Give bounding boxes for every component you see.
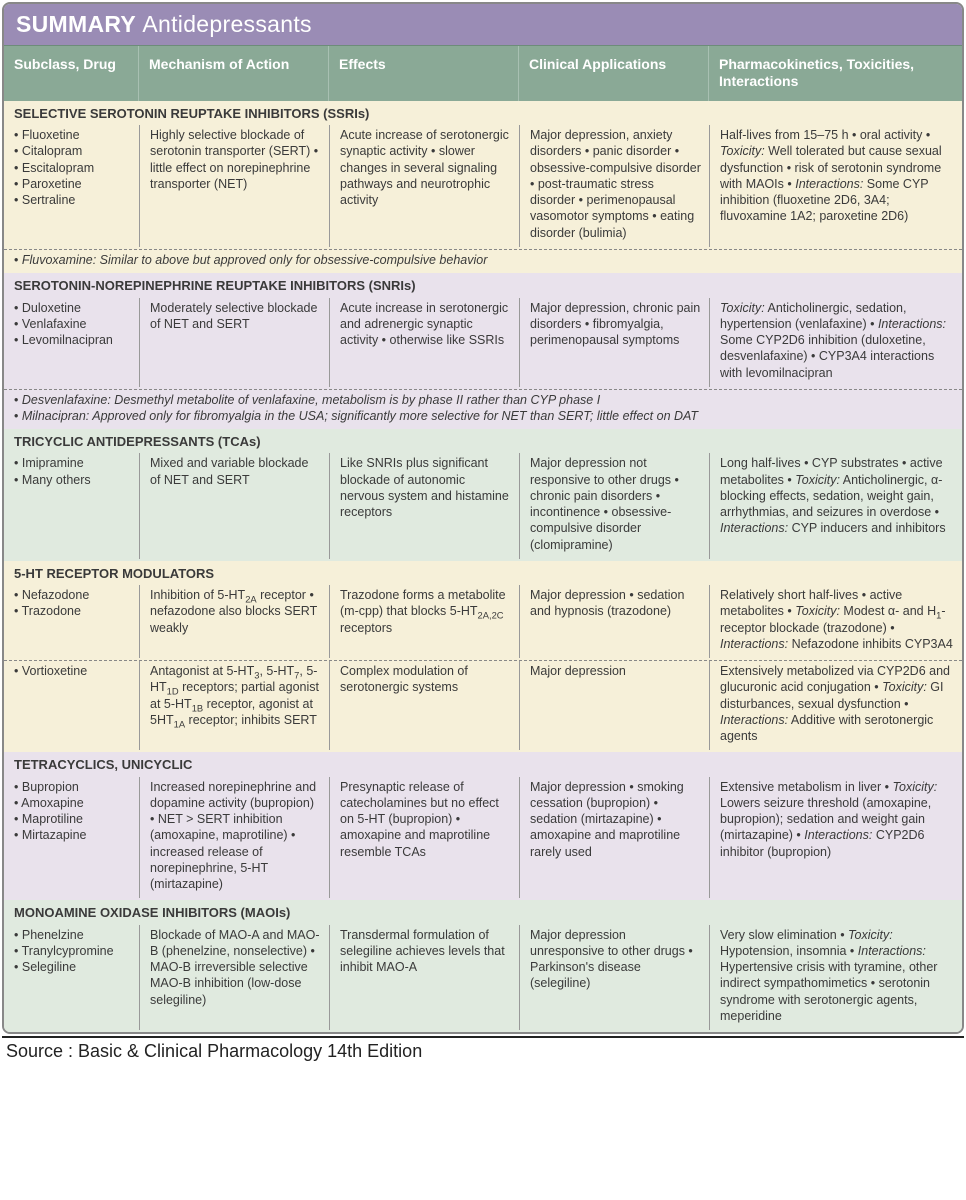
drug-class-section: 5-HT RECEPTOR MODULATORSNefazodoneTrazod… [4,561,962,753]
drug-list-cell: FluoxetineCitalopramEscitalopramParoxeti… [4,125,139,247]
mechanism-cell: Increased norepinephrine and dopamine ac… [139,777,329,899]
pk-cell: Half-lives from 15–75 h • oral activity … [709,125,962,247]
effects-cell: Presynaptic release of catecholamines bu… [329,777,519,899]
drug-class-section: TRICYCLIC ANTIDEPRESSANTS (TCAs)Imiprami… [4,429,962,561]
pk-cell: Very slow elimination • Toxicity: Hypote… [709,925,962,1031]
sections-container: SELECTIVE SEROTONIN REUPTAKE INHIBITORS … [4,101,962,1032]
note-line: Fluvoxamine: Similar to above but approv… [14,253,952,269]
drug-class-section: SELECTIVE SEROTONIN REUPTAKE INHIBITORS … [4,101,962,274]
drug-name: Maprotiline [14,811,131,827]
clinical-cell: Major depression [519,661,709,750]
col-header-effects: Effects [329,46,519,101]
drug-name: Tranylcypromine [14,943,131,959]
drug-name: Fluoxetine [14,127,131,143]
note-line: Milnacipran: Approved only for fibromyal… [14,409,952,425]
drug-name: Trazodone [14,603,131,619]
drug-name: Vortioxetine [14,663,131,679]
drug-row: NefazodoneTrazodoneInhibition of 5-HT2A … [4,585,962,660]
clinical-cell: Major depression, chronic pain disorders… [519,298,709,387]
pk-cell: Extensive metabolism in liver • Toxicity… [709,777,962,899]
section-heading: SELECTIVE SEROTONIN REUPTAKE INHIBITORS … [4,101,962,125]
col-header-mechanism: Mechanism of Action [139,46,329,101]
mechanism-cell: Highly selective blockade of serotonin t… [139,125,329,247]
drug-list-cell: NefazodoneTrazodone [4,585,139,658]
drug-name: Amoxapine [14,795,131,811]
mechanism-cell: Blockade of MAO-A and MAO-B (phenelzine,… [139,925,329,1031]
drug-class-section: MONOAMINE OXIDASE INHIBITORS (MAOIs)Phen… [4,900,962,1032]
clinical-cell: Major depression, anxiety disorders • pa… [519,125,709,247]
section-heading: TETRACYCLICS, UNICYCLIC [4,752,962,776]
drug-name: Nefazodone [14,587,131,603]
drug-name: Escitalopram [14,160,131,176]
drug-row: DuloxetineVenlafaxineLevomilnacipranMode… [4,298,962,389]
drug-row: BupropionAmoxapineMaprotilineMirtazapine… [4,777,962,901]
effects-cell: Complex modulation of serotonergic syste… [329,661,519,750]
drug-list-cell: BupropionAmoxapineMaprotilineMirtazapine [4,777,139,899]
drug-list-cell: PhenelzineTranylcypromineSelegiline [4,925,139,1031]
column-headers: Subclass, Drug Mechanism of Action Effec… [4,45,962,101]
effects-cell: Transdermal formulation of selegiline ac… [329,925,519,1031]
drug-row: ImipramineMany othersMixed and variable … [4,453,962,561]
col-header-clinical: Clinical Applications [519,46,709,101]
section-heading: SEROTONIN-NOREPINEPHRINE REUPTAKE INHIBI… [4,273,962,297]
title-bar: SUMMARY Antidepressants [4,4,962,45]
effects-cell: Trazodone forms a metabolite (m-cpp) tha… [329,585,519,658]
pk-cell: Long half-lives • CYP substrates • activ… [709,453,962,559]
drug-name: Paroxetine [14,176,131,192]
drug-row: Vortioxetine Antagonist at 5-HT3, 5-HT7, … [4,660,962,752]
drug-class-section: SEROTONIN-NOREPINEPHRINE REUPTAKE INHIBI… [4,273,962,429]
drug-row: PhenelzineTranylcypromineSelegilineBlock… [4,925,962,1033]
summary-table: SUMMARY Antidepressants Subclass, Drug M… [2,2,964,1034]
clinical-cell: Major depression • sedation and hypnosis… [519,585,709,658]
section-heading: MONOAMINE OXIDASE INHIBITORS (MAOIs) [4,900,962,924]
drug-class-section: TETRACYCLICS, UNICYCLICBupropionAmoxapin… [4,752,962,900]
drug-name: Many others [14,472,131,488]
drug-list-cell: ImipramineMany others [4,453,139,559]
drug-name: Mirtazapine [14,827,131,843]
pk-cell: Toxicity: Anticholinergic, sedation, hyp… [709,298,962,387]
drug-name: Venlafaxine [14,316,131,332]
clinical-cell: Major depression not responsive to other… [519,453,709,559]
title-main: Antidepressants [142,11,311,37]
drug-name: Citalopram [14,143,131,159]
pk-cell: Relatively short half-lives • active met… [709,585,962,658]
drug-name: Bupropion [14,779,131,795]
drug-name: Selegiline [14,959,131,975]
section-notes: Desvenlafaxine: Desmethyl metabolite of … [4,389,962,429]
drug-list-cell: DuloxetineVenlafaxineLevomilnacipran [4,298,139,387]
pk-cell: Extensively metabolized via CYP2D6 and g… [709,661,962,750]
mechanism-cell: Antagonist at 5-HT3, 5-HT7, 5-HT1D recep… [139,661,329,750]
title-prefix: SUMMARY [16,11,136,37]
drug-name: Levomilnacipran [14,332,131,348]
source-citation: Source : Basic & Clinical Pharmacology 1… [2,1036,964,1067]
mechanism-cell: Moderately selective blockade of NET and… [139,298,329,387]
drug-name: Phenelzine [14,927,131,943]
drug-row: FluoxetineCitalopramEscitalopramParoxeti… [4,125,962,249]
note-line: Desvenlafaxine: Desmethyl metabolite of … [14,393,952,409]
section-heading: TRICYCLIC ANTIDEPRESSANTS (TCAs) [4,429,962,453]
clinical-cell: Major depression unresponsive to other d… [519,925,709,1031]
mechanism-cell: Mixed and variable blockade of NET and S… [139,453,329,559]
effects-cell: Acute increase in serotonergic and adren… [329,298,519,387]
drug-name: Imipramine [14,455,131,471]
drug-list-cell: Vortioxetine [4,661,139,750]
clinical-cell: Major depression • smoking cessation (bu… [519,777,709,899]
section-heading: 5-HT RECEPTOR MODULATORS [4,561,962,585]
mechanism-cell: Inhibition of 5-HT2A receptor • nefazodo… [139,585,329,658]
col-header-pk: Pharmacokinetics, Toxicities, Interactio… [709,46,962,101]
drug-name: Sertraline [14,192,131,208]
effects-cell: Acute increase of serotonergic synaptic … [329,125,519,247]
drug-name: Duloxetine [14,300,131,316]
col-header-subclass: Subclass, Drug [4,46,139,101]
section-notes: Fluvoxamine: Similar to above but approv… [4,249,962,274]
effects-cell: Like SNRIs plus significant blockade of … [329,453,519,559]
